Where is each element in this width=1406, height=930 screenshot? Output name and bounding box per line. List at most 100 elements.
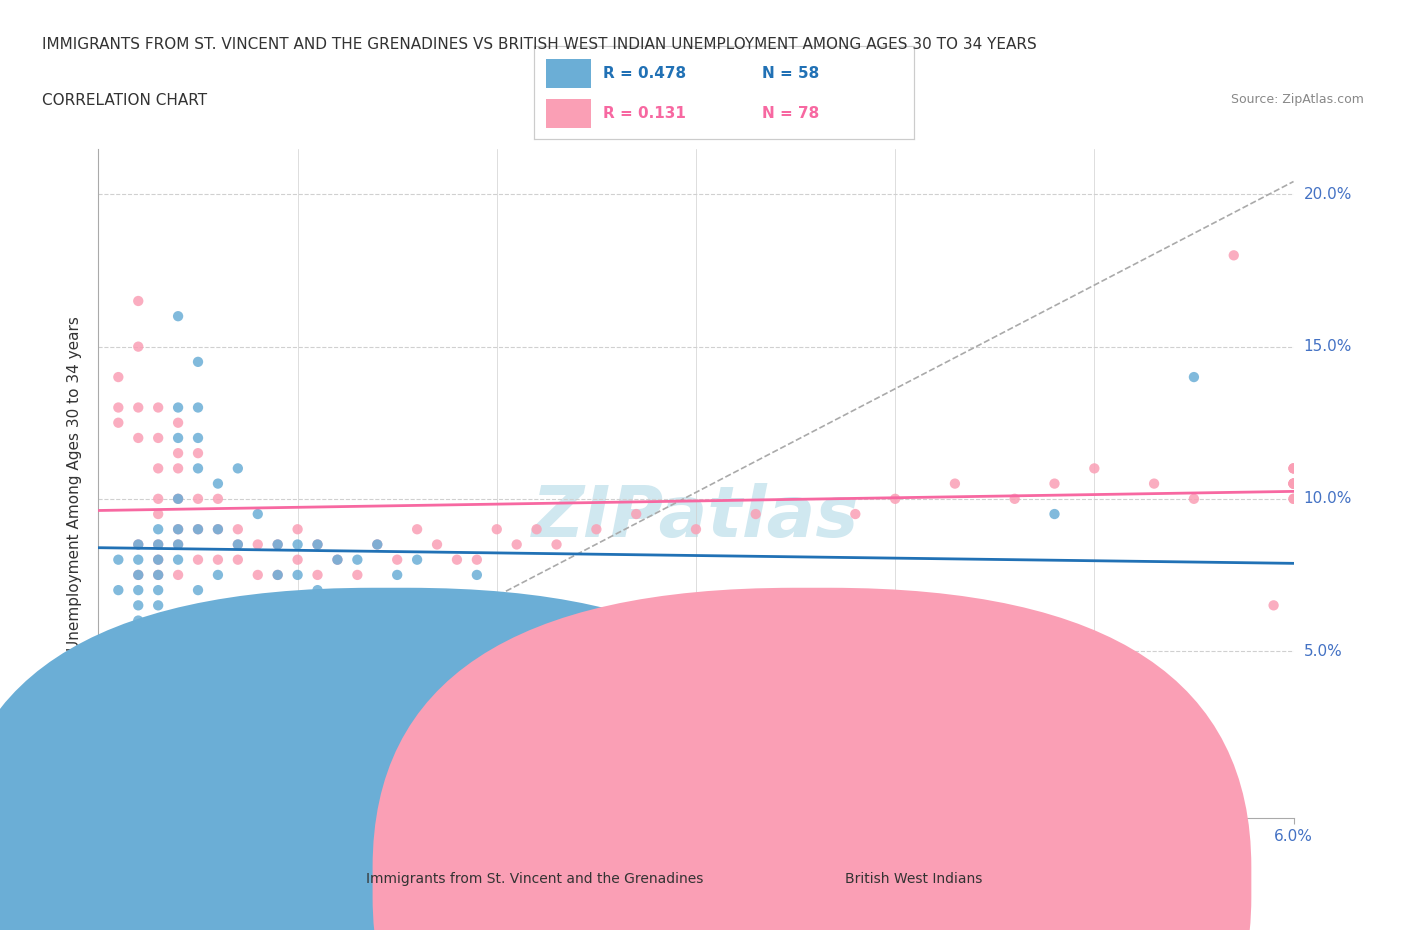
Immigrants from St. Vincent and the Grenadines [246,507,269,522]
Immigrants from St. Vincent and the Grenadines [207,567,229,582]
British West Indians [148,400,170,415]
British West Indians [226,537,249,551]
British West Indians [167,567,190,582]
Text: 10.0%: 10.0% [1303,491,1351,506]
British West Indians [346,567,368,582]
British West Indians [107,400,129,415]
British West Indians [624,507,647,522]
Immigrants from St. Vincent and the Grenadines [187,461,209,476]
Immigrants from St. Vincent and the Grenadines [366,537,388,551]
Text: British West Indians: British West Indians [845,871,983,886]
British West Indians [1282,461,1305,476]
Immigrants from St. Vincent and the Grenadines [167,400,190,415]
Immigrants from St. Vincent and the Grenadines [127,613,149,628]
British West Indians [943,476,966,491]
British West Indians [246,537,269,551]
British West Indians [148,491,170,506]
Immigrants from St. Vincent and the Grenadines [326,552,349,567]
British West Indians [167,461,190,476]
Immigrants from St. Vincent and the Grenadines [148,583,170,598]
Immigrants from St. Vincent and the Grenadines [207,522,229,537]
Immigrants from St. Vincent and the Grenadines [385,567,409,582]
British West Indians [107,416,129,431]
Immigrants from St. Vincent and the Grenadines [287,537,309,551]
British West Indians [506,537,529,551]
British West Indians [167,445,190,460]
British West Indians [526,522,548,537]
British West Indians [267,537,290,551]
British West Indians [426,537,449,551]
British West Indians [1282,476,1305,491]
British West Indians [127,537,149,551]
Bar [546,59,591,88]
Immigrants from St. Vincent and the Grenadines [148,537,170,551]
British West Indians [148,552,170,567]
British West Indians [1282,476,1305,491]
Immigrants from St. Vincent and the Grenadines [585,674,607,689]
Immigrants from St. Vincent and the Grenadines [645,629,668,644]
British West Indians [167,537,190,551]
Text: R = 0.131: R = 0.131 [603,106,686,121]
British West Indians [167,416,190,431]
Immigrants from St. Vincent and the Grenadines [287,567,309,582]
Immigrants from St. Vincent and the Grenadines [226,537,249,551]
Immigrants from St. Vincent and the Grenadines [1182,369,1205,384]
British West Indians [148,537,170,551]
Immigrants from St. Vincent and the Grenadines [785,689,807,704]
Immigrants from St. Vincent and the Grenadines [187,583,209,598]
Immigrants from St. Vincent and the Grenadines [226,461,249,476]
British West Indians [1004,491,1026,506]
British West Indians [366,537,388,551]
British West Indians [127,294,149,309]
Immigrants from St. Vincent and the Grenadines [148,613,170,628]
Immigrants from St. Vincent and the Grenadines [127,583,149,598]
Immigrants from St. Vincent and the Grenadines [167,613,190,628]
Text: Immigrants from St. Vincent and the Grenadines: Immigrants from St. Vincent and the Gren… [366,871,703,886]
Immigrants from St. Vincent and the Grenadines [187,431,209,445]
British West Indians [107,369,129,384]
British West Indians [187,491,209,506]
Immigrants from St. Vincent and the Grenadines [187,400,209,415]
Immigrants from St. Vincent and the Grenadines [207,476,229,491]
British West Indians [148,567,170,582]
British West Indians [226,522,249,537]
British West Indians [1282,491,1305,506]
British West Indians [884,491,907,506]
British West Indians [187,445,209,460]
Immigrants from St. Vincent and the Grenadines [187,354,209,369]
Immigrants from St. Vincent and the Grenadines [167,552,190,567]
British West Indians [167,522,190,537]
British West Indians [1282,491,1305,506]
British West Indians [385,552,409,567]
British West Indians [1182,491,1205,506]
Text: N = 78: N = 78 [762,106,820,121]
British West Indians [287,522,309,537]
British West Indians [1282,461,1305,476]
Immigrants from St. Vincent and the Grenadines [167,522,190,537]
Immigrants from St. Vincent and the Grenadines [107,552,129,567]
Text: 15.0%: 15.0% [1303,339,1351,354]
British West Indians [207,552,229,567]
Immigrants from St. Vincent and the Grenadines [167,431,190,445]
British West Indians [1223,248,1246,263]
Immigrants from St. Vincent and the Grenadines [1043,507,1066,522]
Immigrants from St. Vincent and the Grenadines [127,567,149,582]
Immigrants from St. Vincent and the Grenadines [346,552,368,567]
British West Indians [685,522,707,537]
Immigrants from St. Vincent and the Grenadines [148,552,170,567]
Immigrants from St. Vincent and the Grenadines [148,567,170,582]
Immigrants from St. Vincent and the Grenadines [167,537,190,551]
British West Indians [446,552,468,567]
British West Indians [465,552,488,567]
Immigrants from St. Vincent and the Grenadines [148,658,170,673]
Immigrants from St. Vincent and the Grenadines [148,629,170,644]
British West Indians [485,522,508,537]
Immigrants from St. Vincent and the Grenadines [127,552,149,567]
British West Indians [148,431,170,445]
Immigrants from St. Vincent and the Grenadines [148,644,170,658]
Immigrants from St. Vincent and the Grenadines [267,567,290,582]
British West Indians [406,522,429,537]
Immigrants from St. Vincent and the Grenadines [465,567,488,582]
British West Indians [307,537,329,551]
British West Indians [167,491,190,506]
